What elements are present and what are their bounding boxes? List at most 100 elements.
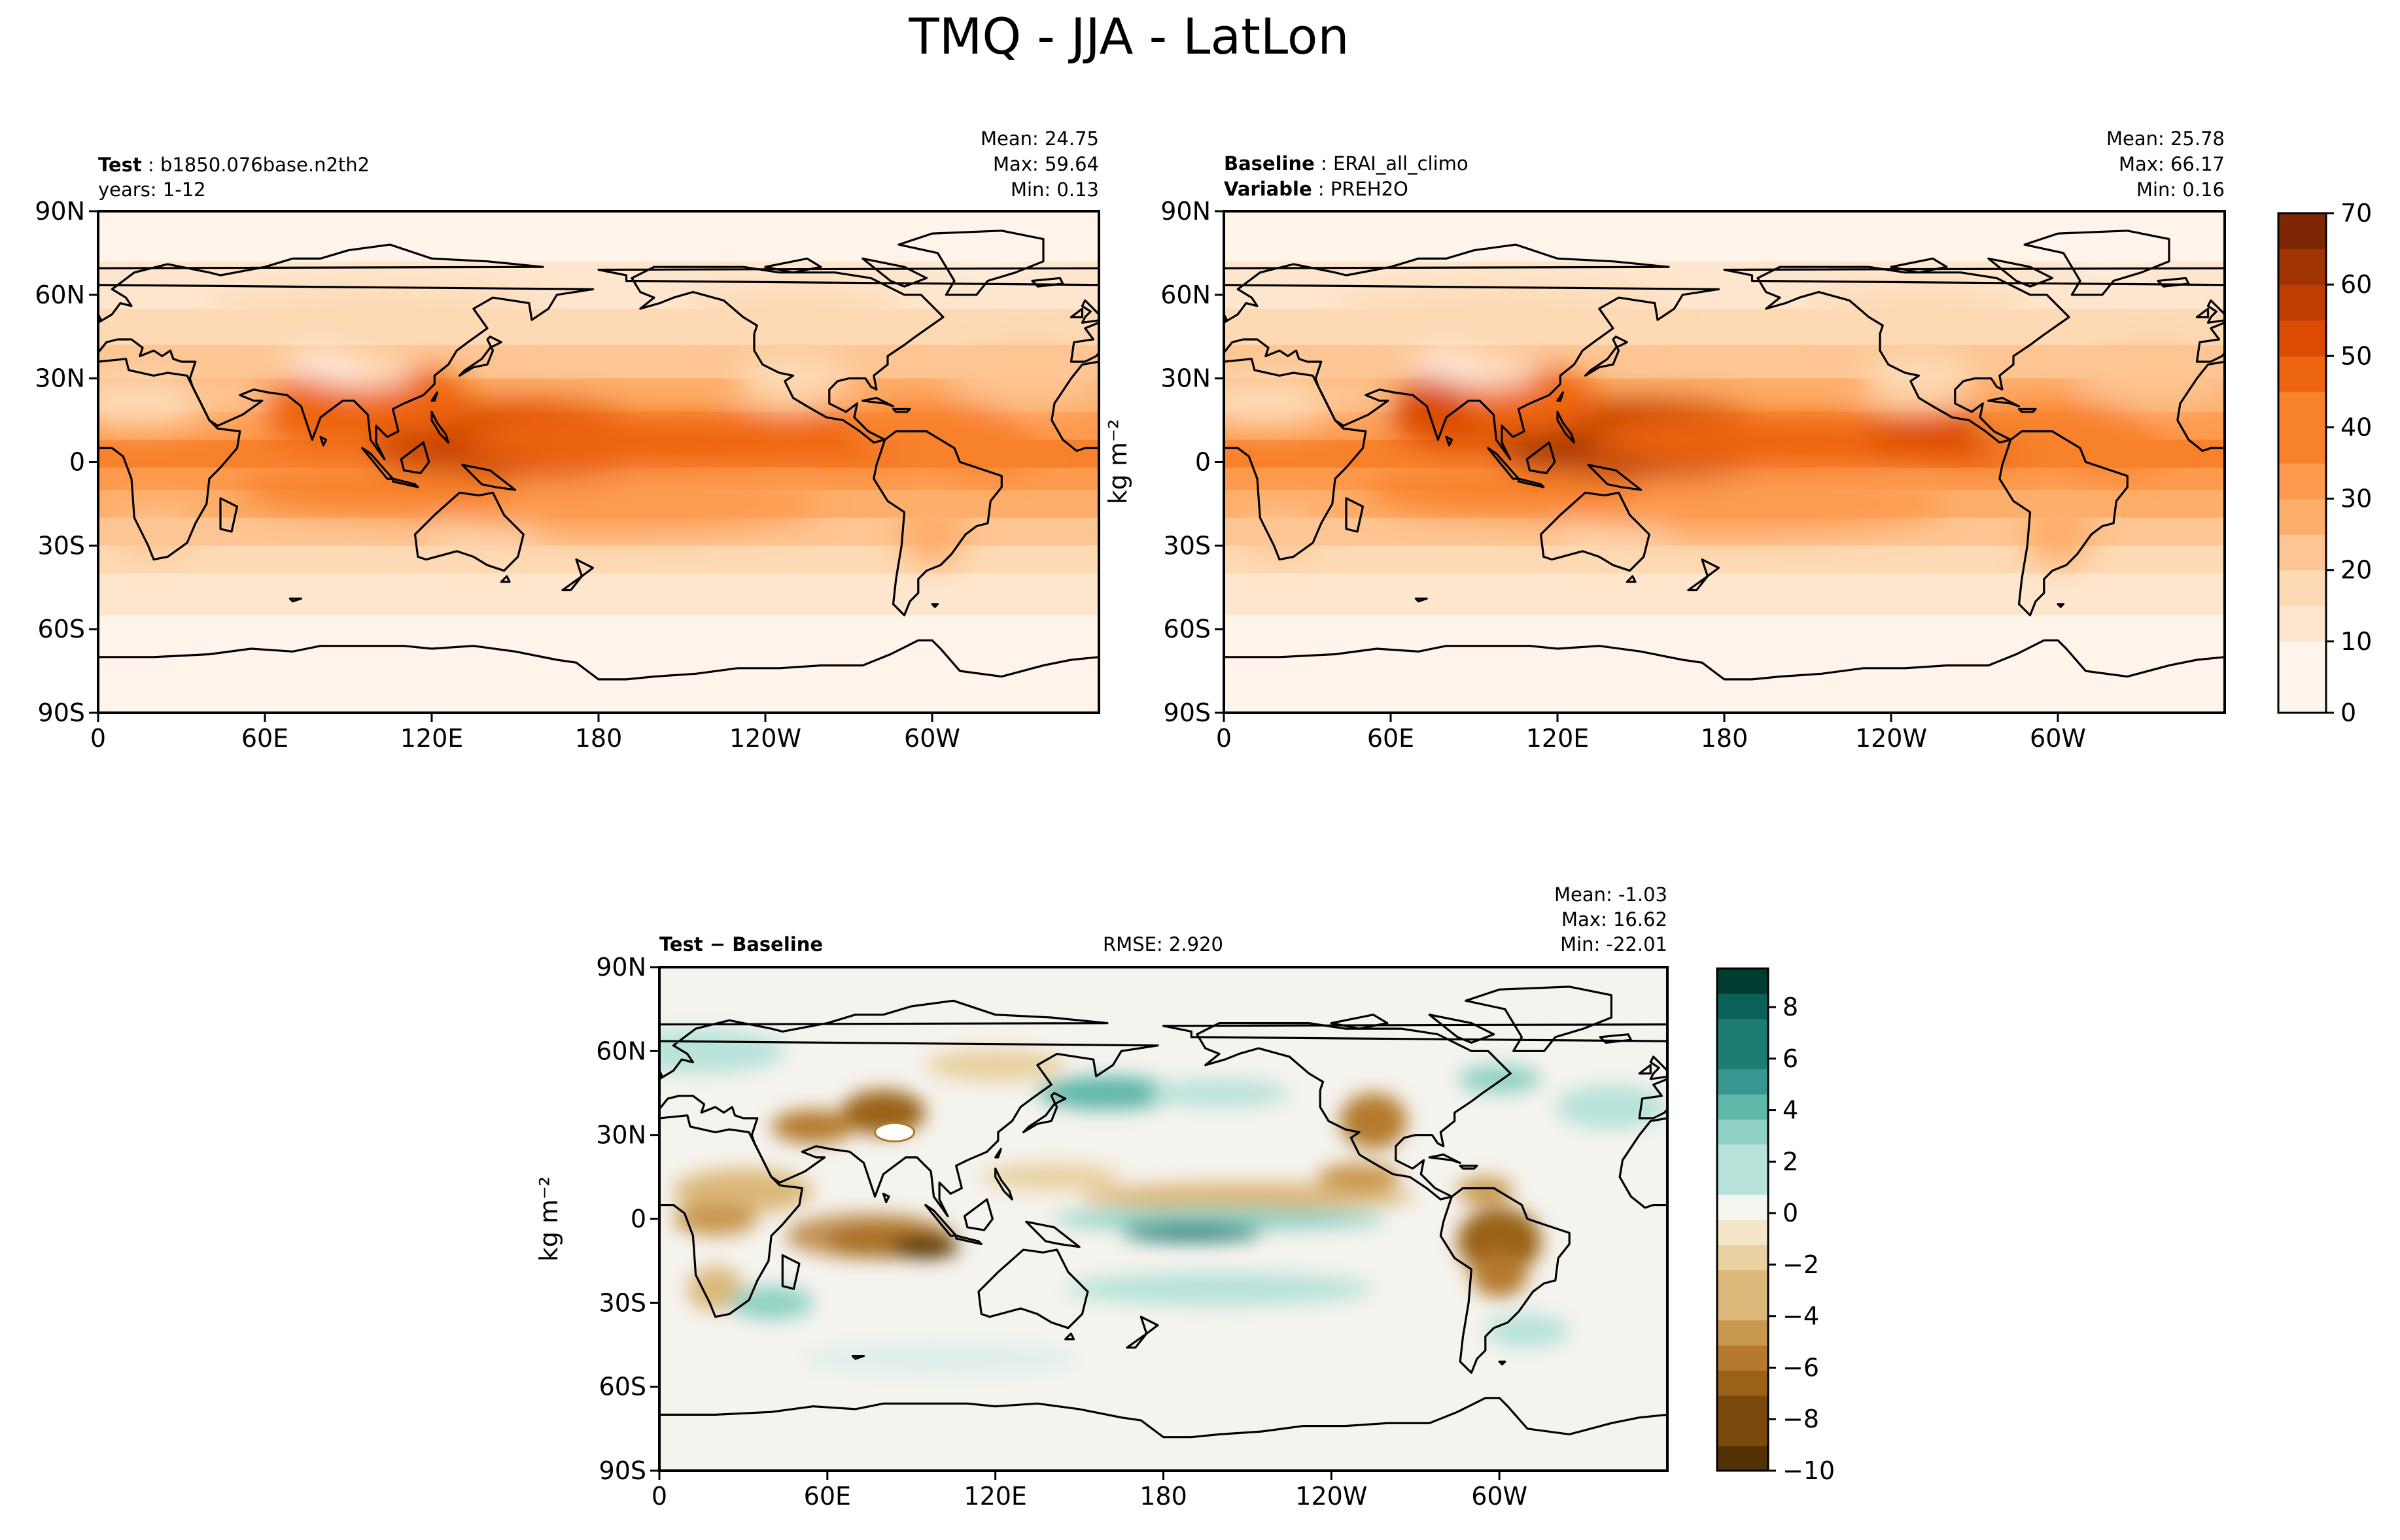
colorbar-band [1717,1269,1768,1295]
x-tick-label: 60W [1471,1482,1527,1511]
colorbar-band [1717,1220,1768,1245]
colorbar-band [1717,1119,1768,1145]
colorbar-band [1717,1395,1768,1421]
difference-y-label: kg m⁻² [534,1176,563,1262]
y-tick-label: 30S [599,1288,646,1317]
variable-name: PREH2O [1330,178,1408,200]
colorbar-tick-label: 0 [1783,1199,1798,1227]
svg-text:Variable : PREH2O: Variable : PREH2O [1224,178,1408,200]
colorbar-tick-label: −2 [1783,1250,1819,1279]
difference-panel: Test − Baseline RMSE: 2.920 Mean: -1.03 … [534,883,1669,1511]
colorbar-tick-label: −10 [1783,1456,1835,1485]
baseline-label: Baseline [1224,152,1315,175]
x-tick-label: 180 [1701,724,1748,753]
y-tick-label: 30N [596,1121,646,1150]
colorbar-tick-label: −8 [1783,1405,1819,1433]
test-label: Test [98,154,142,176]
colorbar-band [1717,1069,1768,1095]
y-tick-label: 90S [38,698,85,727]
colorbar-band [1717,968,1768,994]
rmse-value: RMSE: 2.920 [1103,933,1223,955]
y-tick-label: 0 [1195,448,1211,477]
x-tick-label: 60E [804,1482,851,1511]
x-tick-label: 60E [1367,724,1414,753]
x-tick-label: 60W [904,724,960,753]
y-tick-label: 90S [599,1456,646,1485]
colorbar-band [1717,1320,1768,1346]
x-tick-label: 120E [1526,724,1590,753]
sequential-colorbar: 0 10 20 30 40 50 60 70 [2277,199,2372,727]
colorbar-band [2278,391,2326,428]
colorbar-tick-label: 60 [2340,270,2372,299]
baseline-axes: 0 60E 120E 180 120W 60W 90N 60N 30N 0 30S 60S 90S [1160,197,2086,753]
difference-mean: Mean: -1.03 [1554,883,1667,906]
test-panel: Test : b1850.076base.n2th2 years: 1-12 M… [35,128,1100,753]
x-tick-label: 120W [1855,724,1927,753]
baseline-mean: Mean: 25.78 [2106,128,2225,150]
x-tick-label: 180 [575,724,623,753]
colorbar-band [2278,641,2326,678]
colorbar-band [2278,248,2326,285]
baseline-dataset-name: ERAI_all_climo [1333,152,1469,175]
test-max: Max: 59.64 [993,153,1099,175]
difference-max: Max: 16.62 [1561,908,1667,931]
difference-map [659,967,1667,1471]
y-tick-label: 60S [599,1373,646,1401]
test-min: Min: 0.13 [1011,179,1099,201]
colorbar-band [1717,1420,1768,1446]
y-tick-label: 90N [35,197,85,226]
colorbar-band [2278,427,2326,464]
y-tick-label: 30S [1164,531,1211,560]
test-axes: 0 60E 120E 180 120W 60W 90N 60N 30N 0 30S 60S 90S [35,197,960,753]
colorbar-band [2278,463,2326,500]
difference-axes: 0 60E 120E 180 120W 60W 90N 60N 30N 0 30S 60S 90S [596,953,1527,1511]
colorbar-tick-label: −6 [1783,1353,1819,1382]
colorbar-band [1717,1169,1768,1195]
x-tick-label: 180 [1139,1482,1187,1511]
coastlines [1224,230,2225,681]
colorbar-band [1717,1345,1768,1371]
y-tick-label: 90S [1164,698,1211,727]
colorbar-band [1717,1094,1768,1120]
colorbar-tick-label: 0 [2340,698,2356,727]
y-tick-label: 30N [35,364,85,393]
test-mean: Mean: 24.75 [981,128,1099,150]
y-tick-label: 60N [596,1036,646,1065]
colorbar-band [2278,534,2326,571]
colorbar-tick-label: 30 [2340,485,2372,513]
y-tick-label: 60S [38,615,85,643]
colorbar-band [1717,1370,1768,1396]
x-tick-label: 120E [964,1482,1027,1511]
baseline-map [1224,211,2225,713]
y-tick-label: 60N [35,281,85,309]
colorbar-band [1717,993,1768,1019]
colorbar-band [1717,1194,1768,1220]
difference-min: Min: -22.01 [1560,933,1667,955]
test-map [98,211,1099,713]
svg-text:Baseline : ERAI_all_climo: Baseline : ERAI_all_climo [1224,152,1469,175]
y-tick-label: 30S [38,531,85,560]
colorbar-band [2278,677,2326,713]
colorbar-band [1717,1144,1768,1170]
colorbar-band [2278,284,2326,321]
colorbar-tick-label: 10 [2340,627,2372,656]
test-case-name: b1850.076base.n2th2 [160,154,370,176]
colorbar-tick-label: 40 [2340,413,2372,441]
y-tick-label: 0 [69,448,85,477]
colorbar-tick-label: 20 [2340,556,2372,585]
colorbar-band [1717,1445,1768,1471]
x-tick-label: 120E [400,724,464,753]
colorbar-band [1717,1295,1768,1321]
difference-label: Test − Baseline [659,933,823,955]
colorbar-tick-label: 4 [1783,1096,1798,1125]
y-tick-label: 60N [1160,281,1211,309]
baseline-panel: Baseline : ERAI_all_climo Variable : PRE… [1104,128,2226,753]
y-tick-label: 90N [1160,197,1211,226]
colorbar-band [2278,606,2326,642]
y-tick-label: 90N [596,953,646,982]
colorbar-band [1717,1018,1768,1044]
y-tick-label: 60S [1164,615,1211,643]
colorbar-band [1717,1044,1768,1070]
baseline-max: Max: 66.17 [2119,153,2225,175]
